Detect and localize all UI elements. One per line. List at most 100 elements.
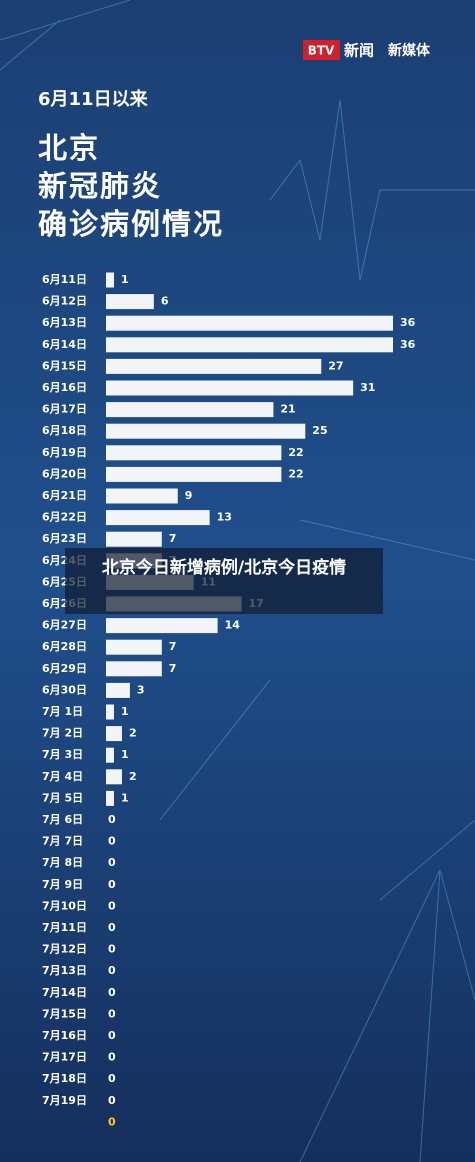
bar	[106, 790, 114, 806]
bar	[106, 358, 322, 374]
category-label: 7月15日	[42, 1007, 87, 1020]
bar	[106, 466, 282, 482]
bar	[106, 661, 162, 677]
value-label: 14	[225, 619, 241, 632]
value-label: 31	[360, 381, 375, 394]
category-label: 7月18日	[42, 1072, 87, 1085]
value-label: 1	[121, 705, 129, 718]
category-label: 7月17日	[42, 1051, 87, 1064]
value-label: 2	[129, 770, 137, 783]
brand-sub: 新媒体	[388, 42, 431, 59]
value-label: 9	[185, 489, 193, 502]
bar	[106, 531, 162, 547]
logo: BTV	[308, 44, 335, 58]
bar	[106, 682, 130, 698]
category-label: 6月14日	[42, 338, 87, 351]
category-label: 7月 3日	[42, 748, 83, 761]
subtitle: 6月11日以来	[38, 89, 149, 110]
value-label: 6	[161, 295, 169, 308]
category-label: 7月19日	[42, 1094, 87, 1107]
title-line: 新冠肺炎	[38, 169, 162, 203]
bar	[106, 402, 274, 418]
value-label: 0	[108, 964, 116, 977]
title-line: 确诊病例情况	[38, 207, 224, 241]
bar	[106, 445, 282, 461]
value-label: 0	[108, 813, 116, 826]
value-label: 0	[108, 1051, 116, 1064]
value-label: 0	[108, 1094, 116, 1107]
value-label: 0	[108, 835, 116, 848]
value-label: 1	[121, 273, 129, 286]
value-label: 0	[108, 943, 116, 956]
category-label: 7月 9日	[42, 878, 83, 891]
bar	[106, 726, 122, 742]
category-label: 6月30日	[42, 683, 87, 696]
value-label: 0	[108, 856, 116, 869]
logo-box	[303, 40, 340, 60]
brand-name: 新闻	[344, 42, 374, 60]
bar	[106, 315, 393, 331]
category-label: 7月14日	[42, 986, 87, 999]
value-label: 0	[108, 1072, 116, 1085]
category-label: 6月18日	[42, 424, 87, 437]
category-label: 6月16日	[42, 381, 87, 394]
value-label: 36	[400, 338, 416, 351]
category-label: 7月 1日	[42, 705, 83, 718]
value-label: 0	[108, 1007, 116, 1020]
category-label: 6月29日	[42, 662, 87, 675]
bar	[106, 294, 154, 310]
value-label: 22	[288, 467, 303, 480]
value-label: 0	[108, 1029, 116, 1042]
category-label: 7月13日	[42, 964, 87, 977]
category-label: 7月 2日	[42, 727, 83, 740]
title-line: 北京	[38, 131, 100, 165]
value-label: 36	[400, 316, 416, 329]
category-label: 6月20日	[42, 467, 87, 480]
category-label: 7月12日	[42, 943, 87, 956]
bar	[106, 510, 210, 526]
category-label: 7月 8日	[42, 856, 83, 869]
category-label: 6月13日	[42, 316, 87, 329]
value-label: 0	[108, 878, 116, 891]
value-label: 22	[288, 446, 303, 459]
bar	[106, 769, 122, 785]
bar	[106, 639, 162, 655]
bar	[106, 747, 114, 763]
value-label: 0	[108, 986, 116, 999]
category-label: 7月10日	[42, 899, 87, 912]
bar	[106, 488, 178, 504]
category-label: 6月23日	[42, 532, 87, 545]
value-label: 21	[280, 403, 295, 416]
category-label: 6月28日	[42, 640, 87, 653]
category-label: 6月21日	[42, 489, 87, 502]
category-label: 7月 5日	[42, 791, 83, 804]
value-label: 1	[121, 748, 129, 761]
bar	[106, 423, 306, 439]
value-label: 0	[108, 1115, 116, 1128]
value-label: 13	[217, 511, 232, 524]
value-label: 7	[169, 662, 177, 675]
category-label: 7月 6日	[42, 813, 83, 826]
value-label: 0	[108, 921, 116, 934]
category-label: 6月22日	[42, 511, 87, 524]
category-label: 7月11日	[42, 921, 87, 934]
value-label: 2	[129, 727, 137, 740]
category-label: 6月17日	[42, 403, 87, 416]
value-label: 7	[169, 532, 177, 545]
bar	[106, 380, 354, 396]
category-label: 7月 4日	[42, 770, 83, 783]
bar	[106, 618, 218, 634]
category-label: 7月16日	[42, 1029, 87, 1042]
category-label: 6月27日	[42, 619, 87, 632]
category-label: 6月15日	[42, 359, 87, 372]
value-label: 25	[312, 424, 327, 437]
value-label: 1	[121, 791, 129, 804]
bar	[106, 337, 393, 353]
category-label: 6月12日	[42, 295, 87, 308]
value-label: 3	[137, 683, 145, 696]
bar	[106, 704, 114, 720]
category-label: 6月11日	[42, 273, 87, 286]
